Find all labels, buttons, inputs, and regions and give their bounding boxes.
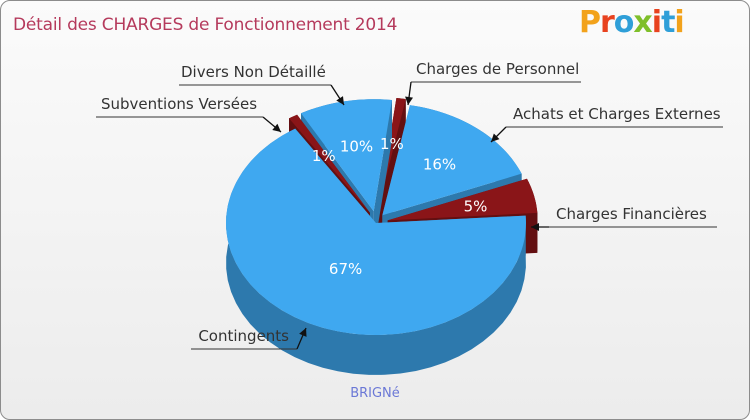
callout-1: Achats et Charges Externes — [490, 105, 723, 143]
callout-0: Charges de Personnel — [405, 60, 581, 106]
slice-percent-label: 67% — [329, 260, 362, 278]
callout-3: Contingents — [191, 327, 307, 350]
slice-top — [226, 128, 526, 336]
slice-name-label: Achats et Charges Externes — [513, 105, 721, 123]
slice-top — [387, 178, 538, 221]
logo-letter: i — [674, 5, 684, 40]
logo-letter: P — [579, 5, 601, 40]
callout-arrowhead — [336, 96, 344, 105]
callout-5: Divers Non Détaillé — [179, 63, 345, 106]
slice-top — [289, 114, 370, 213]
callout-2: Charges Financières — [531, 205, 717, 231]
callout-4: Subventions Versées — [96, 95, 282, 133]
slice-percent-label: 16% — [423, 155, 456, 173]
slice-percent-label: 5% — [464, 198, 488, 216]
callout-arrowhead — [299, 328, 307, 337]
slice-top — [300, 99, 392, 212]
chart-subtitle: BRIGNé — [350, 386, 400, 401]
slice-percent-label: 1% — [312, 147, 336, 165]
logo-letter: i — [651, 5, 662, 40]
slice-name-label: Charges de Personnel — [416, 60, 579, 78]
logo-letter: o — [613, 5, 635, 40]
chart-title: Détail des CHARGES de Fonctionnement 201… — [13, 15, 398, 35]
slice-percent-label: 10% — [340, 137, 373, 155]
slice-name-label: Contingents — [198, 327, 289, 345]
pie-slice-3 — [226, 128, 526, 375]
callout-arrowhead — [531, 223, 539, 231]
slice-top — [382, 105, 522, 216]
slice-name-label: Charges Financières — [556, 205, 707, 223]
slice-name-label: Divers Non Détaillé — [181, 63, 326, 81]
slice-face — [373, 100, 392, 252]
proxiti-logo: Proxiti — [579, 5, 685, 40]
logo-letter: x — [633, 5, 652, 40]
callout-arrowhead — [272, 123, 281, 132]
logo-letter: t — [661, 5, 675, 40]
logo-letter: r — [600, 5, 615, 40]
slice-percent-label: 1% — [380, 135, 404, 153]
callout-arrowhead — [491, 133, 500, 142]
slice-name-label: Subventions Versées — [101, 95, 257, 113]
callout-arrowhead — [405, 96, 414, 105]
